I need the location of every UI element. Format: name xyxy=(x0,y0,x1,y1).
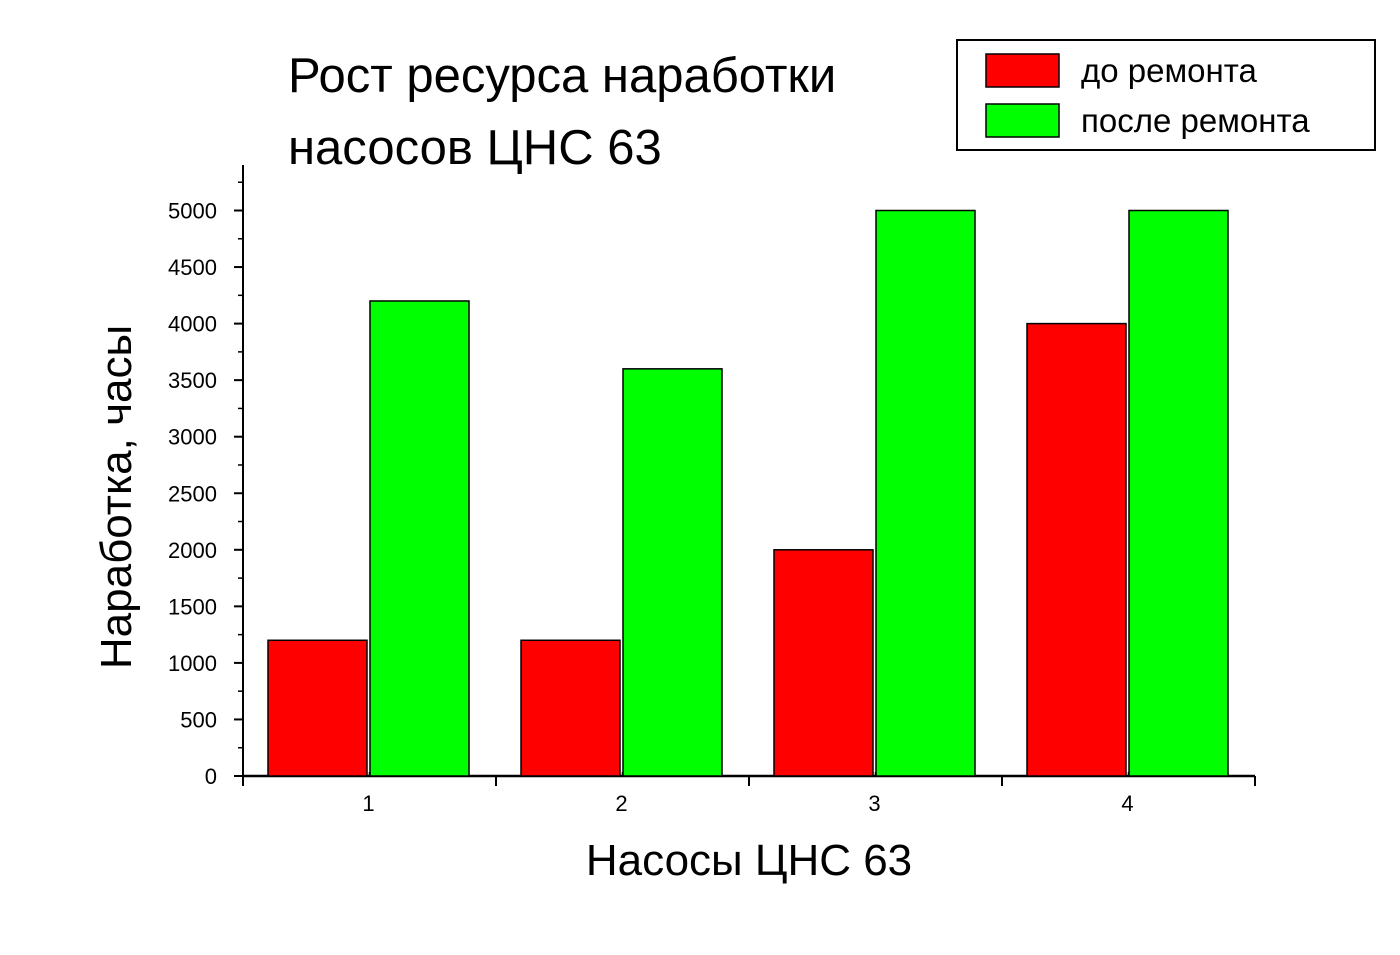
x-tick-label: 1 xyxy=(362,791,374,816)
y-tick-label: 1500 xyxy=(168,594,217,619)
legend: до ремонта после ремонта xyxy=(956,39,1376,151)
y-tick-label: 2500 xyxy=(168,481,217,506)
y-tick-label: 5000 xyxy=(168,199,217,224)
bars xyxy=(267,209,1229,777)
legend-swatch-before xyxy=(985,53,1060,88)
y-tick-label: 500 xyxy=(180,707,217,732)
y-tick-label: 2000 xyxy=(168,538,217,563)
x-axis-label: Насосы ЦНС 63 xyxy=(586,836,912,885)
y-tick-label: 3500 xyxy=(168,368,217,393)
y-tick-label: 4000 xyxy=(168,312,217,337)
x-tick-label: 2 xyxy=(615,791,627,816)
legend-label-before: до ремонта xyxy=(1081,52,1257,89)
bar-before-repair xyxy=(267,639,368,777)
y-tick-label: 1000 xyxy=(168,651,217,676)
x-tick-label: 3 xyxy=(868,791,880,816)
x-tick-label: 4 xyxy=(1121,791,1133,816)
bar-after-repair xyxy=(622,368,723,777)
chart-title-line-1: Рост ресурса наработки xyxy=(288,49,836,103)
bar-before-repair xyxy=(1026,322,1127,777)
y-tick-label: 4500 xyxy=(168,255,217,280)
tick-labels: 0 500 1000 1500 2000 2500 3000 3500 4000 4500 5000… xyxy=(168,199,1134,817)
y-axis-label: Наработка, часы xyxy=(92,325,141,669)
y-tick-label: 0 xyxy=(205,764,217,789)
bar-after-repair xyxy=(369,300,470,777)
bar-after-repair xyxy=(1128,209,1229,777)
bar-after-repair xyxy=(875,209,976,777)
y-tick-label: 3000 xyxy=(168,425,217,450)
bar-before-repair xyxy=(520,639,621,777)
chart-title: Рост ресурса наработки насосов ЦНС 63 xyxy=(288,49,836,175)
chart-title-line-2: насосов ЦНС 63 xyxy=(288,121,662,175)
legend-label-after: после ремонта xyxy=(1081,102,1310,139)
legend-swatch-after xyxy=(985,103,1060,138)
bar-before-repair xyxy=(773,549,874,777)
